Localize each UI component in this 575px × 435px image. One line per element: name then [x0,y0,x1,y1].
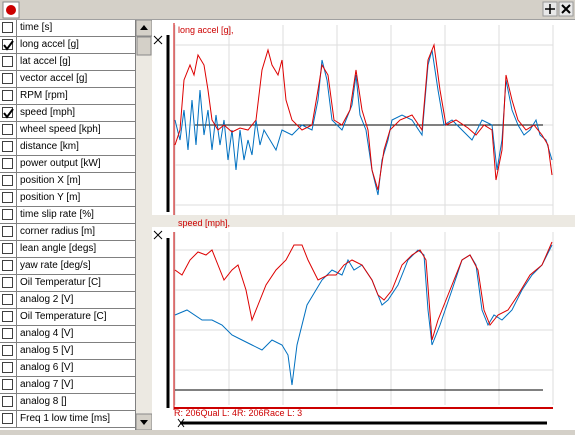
channel-label: Freq 1 low time [ms] [16,411,110,427]
checkbox[interactable] [2,413,13,424]
channel-list: time [s] long accel [g] lat accel [g] vecto… [0,20,136,430]
checkbox[interactable] [2,90,13,101]
channel-label: analog 4 [V] [16,326,73,342]
checkbox[interactable] [2,107,14,119]
checkbox[interactable] [2,345,13,356]
channel-label: yaw rate [deg/s] [16,258,91,274]
channel-label: power output [kW] [16,156,101,172]
checkbox[interactable] [2,22,13,33]
trace [174,241,553,341]
channel-row[interactable]: corner radius [m] [0,224,136,241]
channel-label: corner radius [m] [16,224,95,240]
channel-label: analog 6 [V] [16,360,73,376]
channel-label: position X [m] [16,173,81,189]
channel-label: position Y [m] [16,190,80,206]
checkbox[interactable] [2,311,13,322]
checkbox[interactable] [2,209,13,220]
channel-row[interactable]: analog 4 [V] [0,326,136,343]
channel-label: analog 7 [V] [16,377,73,393]
toolbar-icons [2,1,574,19]
channel-row[interactable]: analog 8 [] [0,394,136,411]
channel-row[interactable]: analog 2 [V] [0,292,136,309]
checkbox[interactable] [2,73,13,84]
move-glyph [545,4,555,14]
channel-row[interactable]: Oil Temperature [C] [0,309,136,326]
channel-label: distance [km] [16,139,79,155]
checkbox[interactable] [2,294,13,305]
channel-row[interactable]: distance [km] [0,139,136,156]
pane-divider [152,215,575,227]
checkbox[interactable] [2,56,13,67]
checkbox[interactable] [2,175,13,186]
channel-label: lean angle [degs] [16,241,96,257]
checkbox[interactable] [2,379,13,390]
channel-label: long accel [g] [16,37,79,53]
channel-row[interactable]: analog 6 [V] [0,360,136,377]
close-pane[interactable] [153,35,163,240]
channel-label: Oil Temperatur [C] [16,275,101,291]
checkbox[interactable] [2,277,13,288]
channel-label: Oil Temperature [C] [16,309,107,325]
channel-label: vector accel [g] [16,71,87,87]
toolbar [0,0,575,20]
footer-text: R: 206Qual L: 4R: 206Race L: 3 [174,408,302,418]
checkbox[interactable] [2,124,13,135]
channel-row[interactable]: wheel speed [kph] [0,122,136,139]
pane-label: speed [mph], [178,218,230,228]
checkbox[interactable] [2,362,13,373]
list-scrollbar[interactable] [135,19,153,431]
channel-label: speed [mph] [16,105,75,121]
channel-row[interactable]: lat accel [g] [0,54,136,71]
channel-row[interactable]: vector accel [g] [0,71,136,88]
trace [174,43,553,191]
channel-label: time [s] [16,20,52,36]
checkbox[interactable] [2,328,13,339]
channel-row[interactable]: position X [m] [0,173,136,190]
channel-row[interactable]: analog 7 [V] [0,377,136,394]
checkbox[interactable] [2,243,13,254]
channel-row[interactable]: RPM [rpm] [0,88,136,105]
checkbox[interactable] [2,226,13,237]
scrollbar-graphic [135,19,153,431]
channel-row[interactable]: power output [kW] [0,156,136,173]
channel-label: analog 2 [V] [16,292,73,308]
channel-row[interactable]: position Y [m] [0,190,136,207]
checkbox[interactable] [2,396,13,407]
channel-label: lat accel [g] [16,54,71,70]
trace [174,49,553,196]
checkmark [3,40,14,51]
checkbox[interactable] [2,141,13,152]
checkbox[interactable] [2,192,13,203]
checkbox[interactable] [2,158,13,169]
channel-row[interactable]: time [s] [0,20,136,37]
pane-label: long accel [g], [178,25,234,35]
channel-row[interactable]: Freq 1 low time [ms] [0,411,136,428]
channel-label: RPM [rpm] [16,88,68,104]
channel-row[interactable]: lean angle [degs] [0,241,136,258]
scroll-thumb[interactable] [136,36,152,56]
channel-label: time slip rate [%] [16,207,94,223]
channel-label: wheel speed [kph] [16,122,101,138]
checkbox[interactable] [2,260,13,271]
close-glyph [561,4,571,14]
channel-label: analog 8 [] [16,394,67,410]
time-marker[interactable] [177,418,185,428]
arrow [140,25,148,30]
checkmark [3,108,14,119]
checkbox[interactable] [2,39,14,51]
arrow [140,420,148,425]
channel-row[interactable]: Oil Temperatur [C] [0,275,136,292]
channel-label: analog 5 [V] [16,343,73,359]
channel-row[interactable]: yaw rate [deg/s] [0,258,136,275]
app-icon-glyph [6,5,16,15]
plot-area: long accel [g], speed [mph], R: 206Qual … [152,20,575,430]
channel-row[interactable]: analog 5 [V] [0,343,136,360]
channel-row[interactable]: long accel [g] [0,37,136,54]
channel-row[interactable]: speed [mph] [0,105,136,122]
channel-row[interactable]: time slip rate [%] [0,207,136,224]
